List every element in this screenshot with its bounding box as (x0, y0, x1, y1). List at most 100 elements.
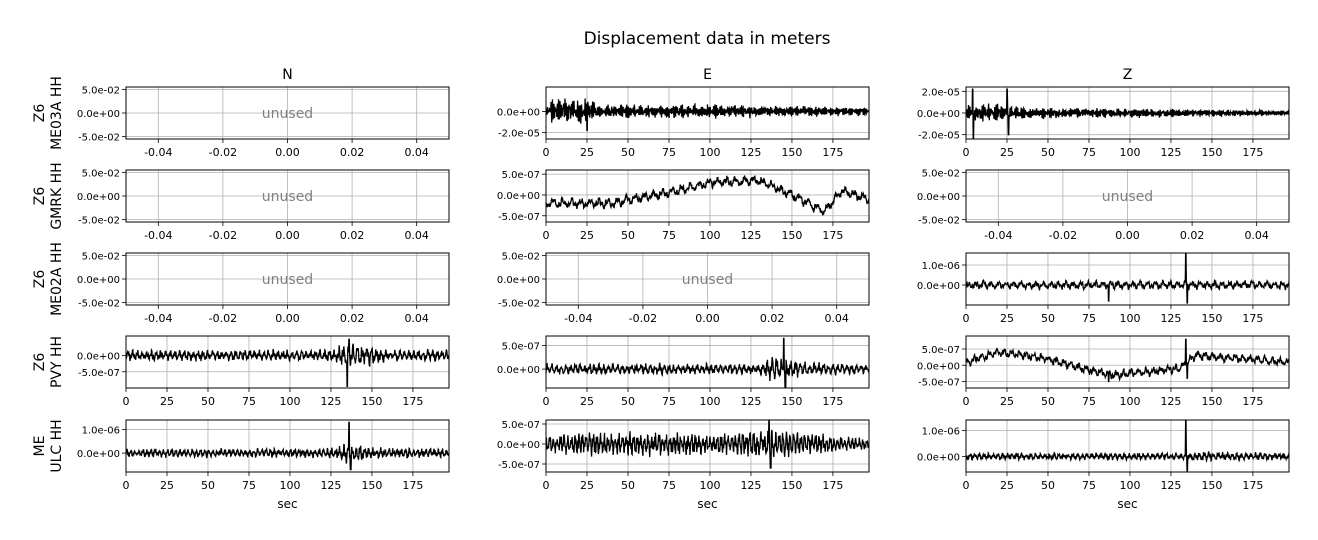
row-label: Z6 ME02A HH (32, 242, 65, 316)
series-line (966, 338, 1289, 383)
x-tick-label: 50 (621, 229, 635, 242)
x-tick-label: 0 (963, 312, 970, 325)
axes-frame (125, 169, 450, 223)
y-tick-label: 5.0e-02 (502, 251, 540, 262)
y-tick-label: 0.0e+00 (77, 449, 120, 460)
x-tick-label: 0.00 (275, 229, 300, 242)
axes-frame (125, 419, 450, 473)
axes-frame (965, 86, 1290, 140)
row-label-line: ME03A HH (49, 76, 65, 150)
x-tick-label: 25 (580, 479, 594, 492)
x-tick-label: 175 (1242, 395, 1263, 408)
x-tick-label: 0.00 (275, 312, 300, 325)
x-tick-label: 50 (621, 479, 635, 492)
x-tick-label: 150 (781, 229, 802, 242)
y-tick-label: 0.0e+00 (917, 281, 960, 292)
subplot: 0 25 50 75 100 125 150 175 1.0e-06 0.0e+00 sec (77, 419, 450, 511)
x-tick-label: 125 (320, 479, 341, 492)
subplot: 0 25 50 75 100 125 150 175 1.0e-06 0.0e+00 (917, 252, 1290, 325)
subplot: 0 25 50 75 100 125 150 175 2.0e-05 0.0e+00 -2.0e-0… (917, 86, 1290, 159)
x-tick-label: 25 (580, 146, 594, 159)
row-label-line: ME02A HH (49, 242, 65, 316)
x-tick-label: 100 (279, 395, 300, 408)
x-tick-label: 50 (621, 146, 635, 159)
x-tick-label: 100 (699, 229, 720, 242)
x-tick-label: 0 (963, 146, 970, 159)
x-tick-label: 50 (621, 395, 635, 408)
x-tick-label: -0.02 (209, 146, 237, 159)
x-tick-label: 175 (822, 479, 843, 492)
y-tick-label: 0.0e+00 (917, 192, 960, 203)
y-tick-label: 0.0e+00 (497, 365, 540, 376)
y-tick-label: 5.0e-02 (922, 168, 960, 179)
y-tick-label: -5.0e-02 (498, 299, 540, 310)
axes-frame (965, 335, 1290, 389)
y-tick-label: 0.0e+00 (497, 107, 540, 118)
y-tick-label: -5.0e-02 (918, 216, 960, 227)
series-line (966, 88, 1289, 139)
x-tick-label: 0 (543, 479, 550, 492)
x-tick-label: 0.00 (1115, 229, 1140, 242)
x-tick-label: 0.02 (760, 312, 785, 325)
subplot: 0 25 50 75 100 125 150 175 5.0e-07 0.0e+00 -5.0e-0… (917, 335, 1290, 408)
y-tick-label: -5.0e-02 (78, 216, 120, 227)
x-tick-label: -0.04 (144, 229, 172, 242)
y-tick-label: 2.0e-05 (922, 87, 960, 98)
x-tick-label: 150 (1201, 395, 1222, 408)
x-tick-label: 0.02 (340, 146, 365, 159)
x-tick-label: 50 (1041, 312, 1055, 325)
y-tick-label: 0.0e+00 (917, 109, 960, 120)
axes-frame (965, 169, 1290, 223)
y-tick-label: -2.0e-05 (498, 129, 540, 140)
x-tick-label: 0.00 (275, 146, 300, 159)
x-tick-label: 0.02 (340, 229, 365, 242)
x-tick-label: 0 (543, 146, 550, 159)
x-tick-label: 75 (1082, 395, 1096, 408)
unused-label: unused (682, 272, 733, 288)
x-tick-label: 175 (402, 395, 423, 408)
axes-frame (545, 86, 870, 140)
y-tick-label: -5.0e-07 (498, 460, 540, 471)
y-tick-label: 5.0e-02 (82, 85, 120, 96)
x-tick-label: 25 (580, 395, 594, 408)
x-tick-label: 0.04 (824, 312, 849, 325)
y-tick-label: 0.0e+00 (77, 275, 120, 286)
x-tick-label: 0.02 (1180, 229, 1205, 242)
x-tick-label: 25 (1000, 312, 1014, 325)
x-tick-label: 100 (1119, 479, 1140, 492)
x-tick-label: 0 (963, 395, 970, 408)
axes-frame (125, 335, 450, 389)
row-label: ME ULC HH (32, 419, 65, 472)
series-line (546, 337, 869, 388)
x-axis-label: sec (1117, 497, 1137, 511)
x-tick-label: 175 (1242, 146, 1263, 159)
x-tick-label: -0.02 (629, 312, 657, 325)
x-tick-label: 150 (781, 479, 802, 492)
y-tick-label: 0.0e+00 (917, 452, 960, 463)
x-tick-label: 0.04 (1244, 229, 1269, 242)
x-tick-label: 75 (242, 395, 256, 408)
x-tick-label: 50 (1041, 479, 1055, 492)
y-tick-label: 5.0e-07 (502, 420, 540, 431)
y-tick-label: 5.0e-02 (82, 168, 120, 179)
axes-frame (545, 335, 870, 389)
x-tick-label: 0.00 (695, 312, 720, 325)
x-tick-label: 75 (1082, 146, 1096, 159)
x-tick-label: 125 (740, 395, 761, 408)
axes-frame (125, 252, 450, 306)
x-tick-label: 0 (543, 395, 550, 408)
y-tick-label: 5.0e-07 (502, 170, 540, 181)
column-title-z: Z (1123, 67, 1133, 83)
subplot: 0 25 50 75 100 125 150 175 5.0e-07 0.0e+00 (497, 335, 870, 408)
x-tick-label: 100 (699, 479, 720, 492)
series-line (546, 98, 869, 132)
subplot: 0 25 50 75 100 125 150 175 5.0e-07 0.0e+00 -5.0e-0… (497, 419, 870, 511)
x-tick-label: 175 (402, 479, 423, 492)
x-tick-label: 150 (361, 479, 382, 492)
figure-title: Displacement data in meters (584, 29, 831, 49)
x-axis-label: sec (697, 497, 717, 511)
y-tick-label: -2.0e-05 (918, 131, 960, 142)
x-tick-label: 75 (242, 479, 256, 492)
